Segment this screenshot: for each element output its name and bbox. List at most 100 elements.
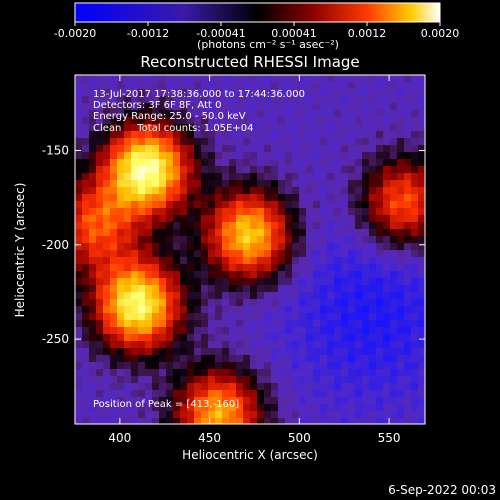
heatmap-cell xyxy=(131,103,139,111)
heatmap-cell xyxy=(306,159,314,167)
heatmap-cell xyxy=(376,411,384,419)
heatmap-cell xyxy=(159,397,167,405)
heatmap-cell xyxy=(117,103,125,111)
heatmap-cell xyxy=(278,390,286,398)
heatmap-cell xyxy=(355,208,363,216)
heatmap-cell xyxy=(334,285,342,293)
heatmap-cell xyxy=(257,355,265,363)
heatmap-cell xyxy=(243,320,251,328)
heatmap-cell xyxy=(404,89,412,97)
heatmap-cell xyxy=(103,180,111,188)
heatmap-cell xyxy=(390,278,398,286)
heatmap-cell xyxy=(89,194,97,202)
heatmap-cell xyxy=(285,180,293,188)
heatmap-cell xyxy=(397,390,405,398)
heatmap-cell xyxy=(152,327,160,335)
heatmap-cell xyxy=(313,124,321,132)
heatmap-cell xyxy=(285,376,293,384)
heatmap-cell xyxy=(152,96,160,104)
heatmap-cell xyxy=(180,278,188,286)
heatmap-cell xyxy=(229,320,237,328)
heatmap-cell xyxy=(187,355,195,363)
heatmap-cell xyxy=(215,271,223,279)
heatmap-cell xyxy=(348,159,356,167)
heatmap-cell xyxy=(159,320,167,328)
heatmap-cell xyxy=(285,327,293,335)
heatmap-cell xyxy=(334,278,342,286)
heatmap-cell xyxy=(194,243,202,251)
heatmap-cell xyxy=(348,264,356,272)
heatmap-cell xyxy=(327,292,335,300)
heatmap-cell xyxy=(397,418,405,424)
heatmap-cell xyxy=(131,292,139,300)
heatmap-cell xyxy=(313,411,321,419)
heatmap-cell xyxy=(264,208,272,216)
heatmap-cell xyxy=(243,348,251,356)
heatmap-cell xyxy=(320,278,328,286)
heatmap-cell xyxy=(82,222,90,230)
heatmap-cell xyxy=(257,152,265,160)
heatmap-cell xyxy=(152,257,160,265)
heatmap-cell xyxy=(313,201,321,209)
heatmap-cell xyxy=(124,327,132,335)
heatmap-cell xyxy=(376,222,384,230)
heatmap-cell xyxy=(75,264,83,272)
heatmap-cell xyxy=(271,82,279,90)
heatmap-cell xyxy=(96,320,104,328)
heatmap-cell xyxy=(390,82,398,90)
heatmap-cell xyxy=(124,404,132,412)
heatmap-cell xyxy=(418,376,425,384)
heatmap-cell xyxy=(166,271,174,279)
heatmap-cell xyxy=(397,180,405,188)
heatmap-cell xyxy=(159,250,167,258)
heatmap-cell xyxy=(194,285,202,293)
heatmap-cell xyxy=(138,194,146,202)
heatmap-cell xyxy=(250,96,258,104)
heatmap-cell xyxy=(369,334,377,342)
heatmap-cell xyxy=(418,194,425,202)
heatmap-cell xyxy=(89,96,97,104)
heatmap-cell xyxy=(194,404,202,412)
heatmap-cell xyxy=(89,159,97,167)
heatmap-cell xyxy=(306,201,314,209)
heatmap-cell xyxy=(243,236,251,244)
heatmap-cell xyxy=(313,131,321,139)
heatmap-cell xyxy=(278,306,286,314)
heatmap-cell xyxy=(96,222,104,230)
heatmap-cell xyxy=(138,201,146,209)
plot-frame xyxy=(74,74,426,425)
heatmap-cell xyxy=(299,411,307,419)
heatmap-cell xyxy=(159,376,167,384)
heatmap-cell xyxy=(229,376,237,384)
heatmap-cell xyxy=(285,117,293,125)
heatmap-cell xyxy=(341,236,349,244)
heatmap-cell xyxy=(75,313,83,321)
heatmap-cell xyxy=(75,215,83,223)
heatmap-cell xyxy=(173,320,181,328)
heatmap-cell xyxy=(194,250,202,258)
heatmap-cell xyxy=(159,131,167,139)
heatmap-cell xyxy=(173,355,181,363)
heatmap-cell xyxy=(355,138,363,146)
heatmap-cell xyxy=(292,173,300,181)
heatmap-cell xyxy=(180,383,188,391)
heatmap-cell xyxy=(201,124,209,132)
heatmap-cell xyxy=(355,117,363,125)
heatmap-cell xyxy=(348,250,356,258)
heatmap-cell xyxy=(236,229,244,237)
heatmap-cell xyxy=(222,327,230,335)
heatmap-cell xyxy=(404,418,412,424)
heatmap-cell xyxy=(117,271,125,279)
heatmap-cell xyxy=(103,236,111,244)
heatmap-cell xyxy=(376,243,384,251)
heatmap-cell xyxy=(313,75,321,83)
heatmap-cell xyxy=(369,397,377,405)
heatmap-cell xyxy=(110,222,118,230)
heatmap-cell xyxy=(208,355,216,363)
heatmap-cell xyxy=(383,306,391,314)
heatmap-cell xyxy=(313,250,321,258)
heatmap-cell xyxy=(75,355,83,363)
heatmap-cell xyxy=(327,138,335,146)
heatmap-cell xyxy=(306,215,314,223)
heatmap-cell xyxy=(348,166,356,174)
